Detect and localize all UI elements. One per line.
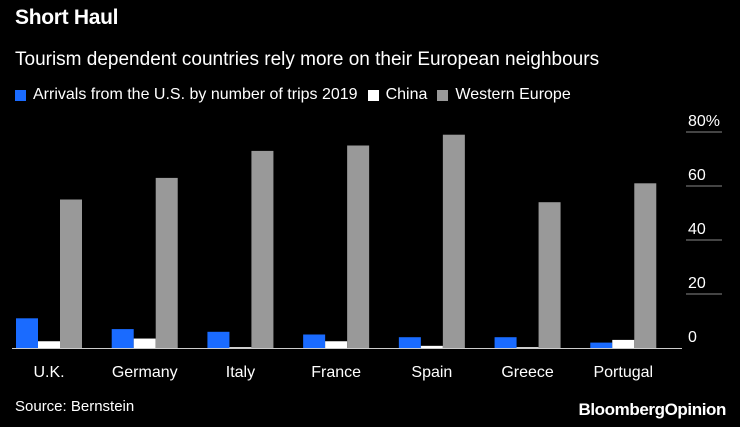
bar-0-greece [494, 337, 517, 348]
legend-item-western-europe: Western Europe [437, 86, 571, 104]
bar-1-portugal [612, 339, 635, 348]
legend-label-china: China [385, 86, 428, 103]
bar-2-portugal [634, 183, 657, 348]
brand-opinion: Opinion [664, 400, 727, 419]
bar-0-italy [207, 331, 230, 348]
bar-0-france [303, 334, 326, 348]
y-tick-label: 60 [688, 167, 706, 184]
y-tick-label: 80% [688, 113, 720, 130]
x-tick-label: Spain [411, 364, 452, 381]
bar-2-france [347, 145, 370, 348]
brand-bloomberg: Bloomberg [578, 400, 665, 419]
bar-0-portugal [590, 342, 613, 348]
brand-logo: BloombergOpinion [578, 400, 726, 420]
x-tick-label: Italy [226, 364, 255, 381]
bar-1-france [325, 341, 348, 348]
x-tick-label: Germany [112, 364, 178, 381]
legend-swatch-china [367, 89, 379, 101]
y-tick-label: 40 [688, 221, 706, 238]
bar-1-spain [420, 345, 443, 348]
bar-1-greece [516, 347, 539, 348]
bar-2-germany [155, 177, 178, 348]
chart-title: Short Haul [15, 6, 119, 29]
bar-1-uk [38, 341, 60, 348]
x-tick-label: Greece [501, 364, 554, 381]
bar-1-italy [229, 347, 252, 348]
legend-item-us: Arrivals from the U.S. by number of trip… [15, 86, 358, 104]
x-tick-label: Portugal [593, 364, 653, 381]
bar-2-spain [442, 134, 465, 348]
legend-item-china: China [367, 86, 428, 104]
bar-2-uk [60, 199, 82, 348]
bar-2-italy [251, 150, 274, 348]
bar-0-spain [398, 337, 421, 348]
x-tick-label: France [311, 364, 361, 381]
legend-swatch-western-europe [437, 89, 449, 101]
y-tick-label: 20 [688, 275, 706, 292]
legend-label-western-europe: Western Europe [455, 86, 571, 103]
bar-1-germany [133, 338, 156, 348]
source-note: Source: Bernstein [15, 398, 135, 415]
legend: Arrivals from the U.S. by number of trip… [15, 86, 581, 104]
bar-0-germany [111, 329, 134, 348]
chart-subtitle: Tourism dependent countries rely more on… [15, 49, 600, 70]
bar-0-uk [16, 318, 38, 348]
bar-2-greece [538, 202, 561, 348]
legend-swatch-us [15, 89, 26, 101]
legend-label-us: Arrivals from the U.S. by number of trip… [33, 86, 358, 103]
x-tick-label: U.K. [33, 364, 64, 381]
y-tick-label: 0 [688, 329, 697, 346]
